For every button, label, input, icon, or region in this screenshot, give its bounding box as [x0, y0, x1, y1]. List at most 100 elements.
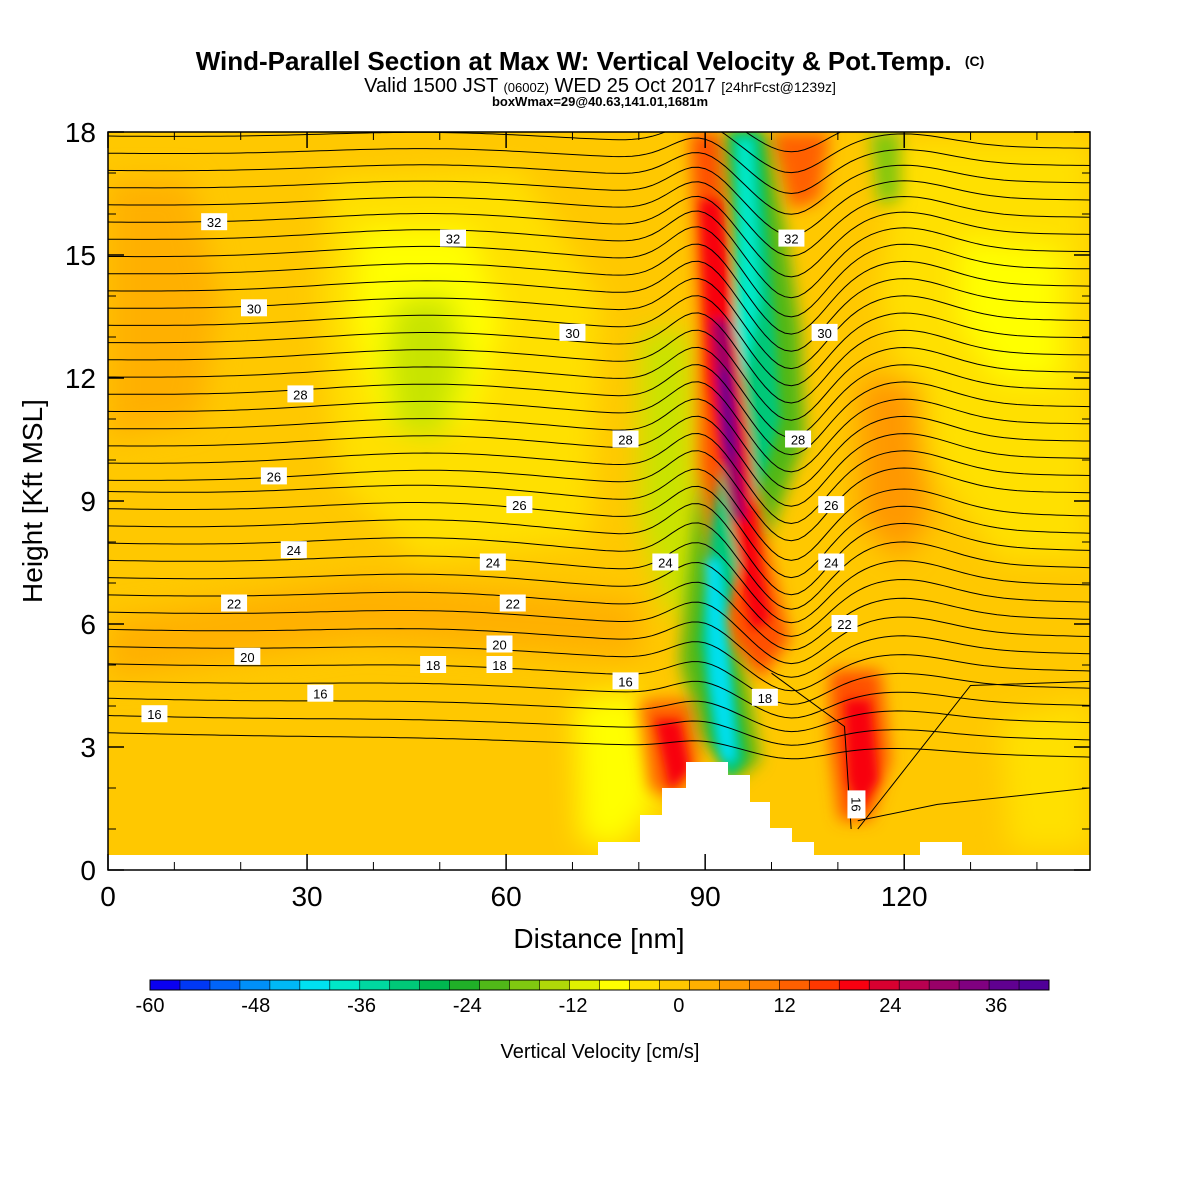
- contour-label: 18: [492, 658, 506, 673]
- base-updraft-core: [655, 720, 690, 790]
- contour-label-box: [221, 594, 248, 612]
- colorbar-swatch: [929, 980, 960, 990]
- y-tick-label: 3: [80, 732, 96, 763]
- colorbar-swatch: [869, 980, 900, 990]
- contour-label: 16: [147, 707, 161, 722]
- lee-wave-updraft-core: [845, 700, 878, 810]
- colorbar-tick-label: 0: [673, 995, 684, 1017]
- colorbar-swatch: [329, 980, 361, 990]
- x-tick-label: 120: [881, 881, 928, 912]
- theta-contours: [108, 132, 1090, 830]
- contour-label-box: [847, 790, 866, 819]
- y-tick-label: 18: [65, 117, 96, 148]
- y-tick-label: 6: [80, 609, 96, 640]
- colorbar-swatch: [989, 980, 1020, 990]
- chart-title: Wind-Parallel Section at Max W: Vertical…: [196, 46, 985, 76]
- contour-label-box: [818, 496, 845, 514]
- colorbar-tick-label: -60: [136, 995, 165, 1017]
- theta-contour-line: [108, 346, 1090, 438]
- colorbar-tick-label: -48: [241, 995, 270, 1017]
- chart-subtitle: Valid 1500 JST (0600Z) WED 25 Oct 2017 […: [364, 75, 836, 97]
- contour-label: 28: [293, 387, 307, 402]
- contour-label: 32: [446, 232, 460, 247]
- contour-label: 18: [426, 658, 440, 673]
- contour-label: 18: [758, 691, 772, 706]
- theta-contour-line: [108, 468, 1090, 561]
- contour-label-box: [506, 496, 533, 514]
- contour-labels: 16 16 18 16 18 20 18 20 22 22 22 24 24 24 24 26 26 26 28 28…: [141, 213, 866, 819]
- x-tick-label: 90: [690, 881, 721, 912]
- theta-contour-line: [108, 277, 1090, 370]
- contour-label-box: [420, 656, 447, 673]
- x-axis-label: Distance [nm]: [513, 923, 684, 954]
- contour-label: 24: [824, 556, 838, 571]
- contour-label: 22: [506, 597, 520, 612]
- colorbar-swatch: [359, 980, 391, 990]
- theta-contour-line: [108, 195, 1090, 278]
- contour-label-box: [652, 553, 679, 571]
- copyright-mark: (C): [965, 53, 984, 69]
- theta-contour-line: [108, 621, 1090, 678]
- contour-label-box: [280, 541, 307, 559]
- theta-contour-line: [108, 364, 1090, 456]
- colorbar-swatch: [599, 980, 630, 990]
- contour-label: 32: [784, 232, 798, 247]
- contour-label-box: [559, 323, 586, 341]
- weak-updraft-left: [108, 180, 220, 440]
- colorbar-swatch: [209, 980, 241, 990]
- downdraft-green-left: [385, 295, 465, 440]
- theta-contour-line: [108, 260, 1090, 352]
- contour-label: 26: [512, 498, 526, 513]
- contour-label: 30: [817, 326, 831, 341]
- theta-contour-line: [108, 329, 1090, 421]
- contour-label-box: [818, 553, 845, 571]
- x-axis: 0 30 60 90 120: [100, 132, 1038, 912]
- contour-label: 24: [658, 556, 672, 571]
- updraft-band-max: [718, 370, 735, 470]
- contour-label: 30: [565, 326, 579, 341]
- colorbar-swatch: [239, 980, 271, 990]
- colorbar-swatch: [569, 980, 600, 990]
- colorbar-swatch: [899, 980, 930, 990]
- contour-label: 26: [824, 498, 838, 513]
- colorbar-swatch: [659, 980, 690, 990]
- contour-label-box: [831, 615, 858, 632]
- y-tick-label: 0: [80, 855, 96, 886]
- theta-contour-line: [108, 522, 1090, 610]
- theta-contour-line: [108, 601, 1090, 665]
- theta-contour-line: [108, 581, 1090, 651]
- theta-contour-line: [108, 181, 1090, 257]
- theta-contour-line: [108, 295, 1090, 387]
- contour-label-box: [479, 553, 506, 571]
- contour-label-box: [612, 430, 639, 448]
- colorbar-swatch: [1019, 980, 1050, 990]
- contour-label-box: [240, 299, 267, 317]
- green-band-under: [640, 330, 700, 620]
- colorbar-tick-label: 24: [879, 995, 901, 1017]
- contour-label: 28: [618, 433, 632, 448]
- colorbar-swatch: [150, 980, 181, 990]
- theta-contour-line: [108, 715, 1090, 746]
- theta-contour-line: [108, 415, 1090, 507]
- contour-label: 24: [486, 556, 500, 571]
- colorbar-swatch: [779, 980, 810, 990]
- base-downdraft-yellow: [575, 690, 660, 850]
- contour-label-box: [778, 229, 805, 247]
- contour-label: 22: [227, 597, 241, 612]
- colorbar-swatch: [449, 980, 481, 990]
- terrain: [108, 762, 1090, 870]
- contour-label: 32: [207, 215, 221, 230]
- theta-contour-line: [108, 152, 1090, 215]
- theta-contour-line: [108, 243, 1090, 335]
- colorbar-swatch: [269, 980, 301, 990]
- theta-contour-line: [108, 210, 1090, 299]
- colorbar-swatch: [539, 980, 571, 990]
- contour-label: 16: [848, 797, 863, 811]
- colorbar-tick-label: -24: [453, 995, 482, 1017]
- theta-contour-line: [108, 680, 1090, 719]
- contour-label-box: [486, 635, 513, 653]
- colorbar-swatch: [839, 980, 870, 990]
- contour-label: 24: [287, 543, 301, 558]
- y-tick-label: 15: [65, 240, 96, 271]
- y-tick-label: 9: [80, 486, 96, 517]
